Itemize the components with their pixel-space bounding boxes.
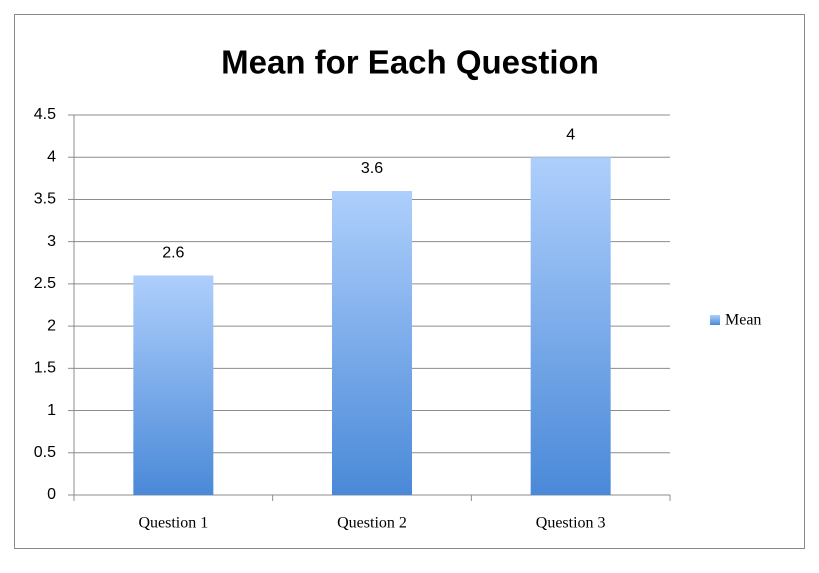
y-tick-label: 1 [47,402,56,419]
x-tick-label: Question 2 [337,515,407,532]
x-tick-label: Question 3 [536,515,606,532]
y-tick-label: 0 [47,486,56,503]
y-tick-label: 2.5 [34,275,56,292]
legend-swatch [710,315,720,325]
chart-title: Mean for Each Question [221,44,599,81]
y-tick-label: 2 [47,317,56,334]
bar [530,157,611,495]
y-tick-label: 3 [47,233,56,250]
y-tick-label: 1.5 [34,360,56,377]
data-label: 3.6 [361,160,383,177]
bar [133,275,214,495]
x-tick-label: Question 1 [138,515,208,532]
data-label: 2.6 [162,245,184,262]
y-tick-label: 4.5 [34,106,56,123]
y-tick-label: 3.5 [34,191,56,208]
y-tick-label: 4 [47,148,56,165]
legend-label: Mean [725,312,761,329]
bar [332,191,412,495]
y-tick-label: 0.5 [34,444,56,461]
data-label: 4 [566,126,575,143]
